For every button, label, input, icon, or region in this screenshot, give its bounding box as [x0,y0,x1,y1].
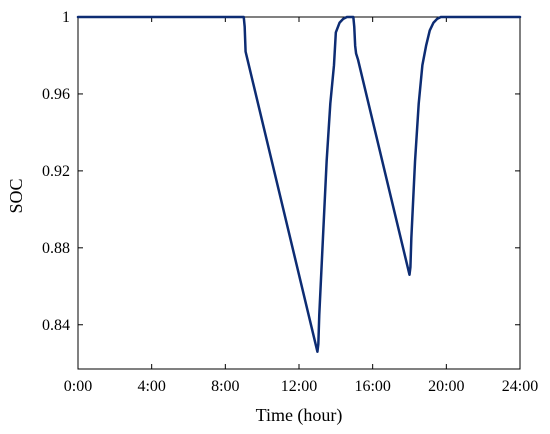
y-tick-label: 0.92 [42,163,70,180]
x-tick-label: 8:00 [211,378,239,395]
x-axis-ticks: 0:00 4:00 8:00 12:00 16:00 20:00 24:00 [64,17,538,395]
y-tick-label: 1 [62,9,70,26]
y-axis-title: SOC [6,178,26,213]
series-layer [76,15,522,353]
x-tick-label: 0:00 [64,378,92,395]
y-tick-label: 0.88 [42,240,70,257]
y-axis-ticks: 0.84 0.88 0.92 0.96 1 [42,9,520,334]
y-tick-label: 0.84 [42,317,70,334]
x-tick-label: 12:00 [281,378,317,395]
x-axis-title: Time (hour) [256,405,343,426]
x-tick-label: 4:00 [137,378,165,395]
x-tick-label: 16:00 [354,378,390,395]
y-tick-label: 0.96 [42,86,70,103]
x-tick-label: 24:00 [502,378,538,395]
soc-series-line [76,15,522,353]
plot-area [77,16,521,370]
x-tick-label: 20:00 [428,378,464,395]
